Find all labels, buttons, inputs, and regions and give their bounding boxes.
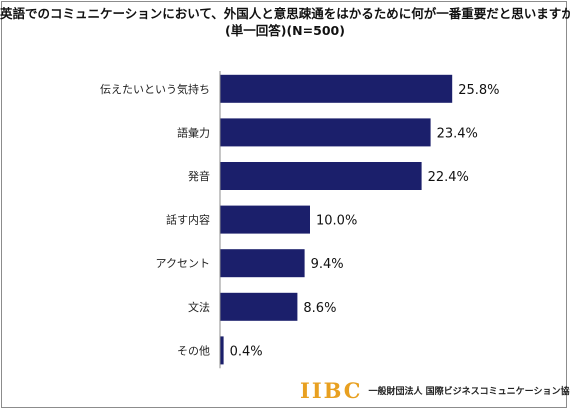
bar-7: [220, 336, 224, 365]
category-label-4: 話す内容: [166, 213, 210, 227]
bar-1: [220, 74, 453, 103]
bar-6: [220, 292, 298, 321]
value-label-5: 9.4%: [311, 257, 344, 272]
title-line-1: 英語でのコミュニケーションにおいて、外国人と意思疎通をはかるために何が一番重要だ…: [0, 6, 570, 21]
bar-3: [220, 162, 422, 190]
category-label-5: アクセント: [156, 257, 210, 270]
footer: IIBC 一般財団法人 国際ビジネスコミュニケーション協会: [300, 376, 570, 404]
chart-title: 英語でのコミュニケーションにおいて、外国人と意思疎通をはかるために何が一番重要だ…: [0, 5, 570, 39]
organization-name: 一般財団法人 国際ビジネスコミュニケーション協会: [368, 386, 570, 397]
category-label-6: 文法: [188, 300, 210, 314]
category-label-7: その他: [177, 344, 210, 357]
bar-4: [220, 205, 310, 234]
category-label-3: 発音: [188, 169, 210, 183]
category-label-2: 語彙力: [177, 125, 210, 139]
value-label-7: 0.4%: [230, 344, 263, 359]
category-label-1: 伝えたいという気持ち: [100, 82, 210, 96]
bar-5: [220, 249, 305, 278]
title-line-2: (単一回答)(N=500): [225, 23, 345, 38]
value-label-1: 25.8%: [458, 83, 499, 98]
value-label-6: 8.6%: [303, 301, 336, 316]
iibc-logo: IIBC: [300, 377, 363, 403]
value-label-4: 10.0%: [316, 214, 357, 229]
bar-2: [220, 118, 431, 147]
value-label-2: 23.4%: [437, 126, 478, 141]
value-label-3: 22.4%: [428, 170, 469, 185]
